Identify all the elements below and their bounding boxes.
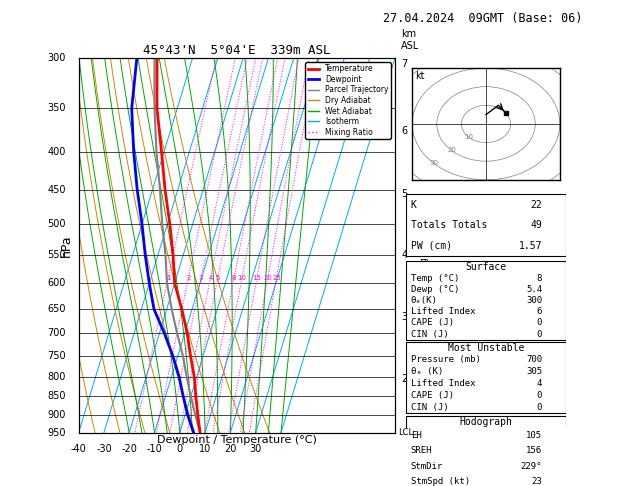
- Text: 0: 0: [537, 330, 542, 339]
- Text: Most Unstable: Most Unstable: [448, 343, 524, 353]
- Text: 20: 20: [264, 275, 272, 281]
- Text: Lifted Index: Lifted Index: [411, 307, 476, 316]
- Text: CAPE (J): CAPE (J): [411, 318, 454, 328]
- Text: 350: 350: [47, 104, 66, 113]
- Text: 0: 0: [537, 403, 542, 412]
- Text: 2: 2: [186, 275, 191, 281]
- Text: 8: 8: [537, 274, 542, 283]
- Text: 10: 10: [238, 275, 247, 281]
- Bar: [406, 416, 566, 486]
- Text: Temp (°C): Temp (°C): [411, 274, 459, 283]
- Text: Surface: Surface: [465, 262, 506, 272]
- Text: 229°: 229°: [521, 462, 542, 471]
- Text: 1: 1: [166, 275, 170, 281]
- Text: 10: 10: [199, 444, 211, 454]
- Text: 23: 23: [532, 477, 542, 486]
- Text: 6: 6: [401, 126, 408, 136]
- Bar: [406, 342, 566, 414]
- Text: 900: 900: [48, 410, 66, 420]
- Text: 1.57: 1.57: [518, 241, 542, 251]
- Text: SREH: SREH: [411, 447, 432, 455]
- Text: 450: 450: [47, 185, 66, 195]
- Text: 500: 500: [47, 219, 66, 229]
- Text: EH: EH: [411, 431, 421, 440]
- Text: -40: -40: [70, 444, 87, 454]
- Text: K: K: [411, 200, 416, 209]
- Text: 3: 3: [401, 312, 408, 322]
- Text: 7: 7: [401, 59, 408, 69]
- Bar: [406, 194, 566, 256]
- Text: θₑ(K): θₑ(K): [411, 296, 438, 305]
- Text: 3: 3: [199, 275, 203, 281]
- Text: 4: 4: [537, 379, 542, 388]
- Text: 700: 700: [47, 329, 66, 338]
- Text: PW (cm): PW (cm): [411, 241, 452, 251]
- Text: CIN (J): CIN (J): [411, 403, 448, 412]
- Text: 950: 950: [47, 428, 66, 437]
- Text: Hodograph: Hodograph: [460, 417, 513, 427]
- Text: 700: 700: [526, 355, 542, 364]
- Text: 5.4: 5.4: [526, 285, 542, 294]
- Text: 105: 105: [526, 431, 542, 440]
- Text: 800: 800: [48, 372, 66, 382]
- Text: 27.04.2024  09GMT (Base: 06): 27.04.2024 09GMT (Base: 06): [383, 12, 582, 25]
- Text: 5: 5: [401, 189, 408, 199]
- Text: 10: 10: [464, 134, 473, 140]
- Text: Dewp (°C): Dewp (°C): [411, 285, 459, 294]
- Text: 20: 20: [447, 147, 456, 153]
- Text: 22: 22: [530, 200, 542, 209]
- Text: 300: 300: [526, 296, 542, 305]
- Text: 156: 156: [526, 447, 542, 455]
- Text: -10: -10: [147, 444, 162, 454]
- Text: 400: 400: [48, 147, 66, 156]
- Text: 4: 4: [401, 250, 408, 260]
- Text: -20: -20: [121, 444, 137, 454]
- Text: 5: 5: [216, 275, 220, 281]
- Text: 750: 750: [47, 351, 66, 361]
- Text: 650: 650: [47, 304, 66, 314]
- Text: StmSpd (kt): StmSpd (kt): [411, 477, 470, 486]
- X-axis label: Dewpoint / Temperature (°C): Dewpoint / Temperature (°C): [157, 435, 316, 445]
- Text: Lifted Index: Lifted Index: [411, 379, 476, 388]
- Text: 6: 6: [537, 307, 542, 316]
- Text: Totals Totals: Totals Totals: [411, 220, 487, 230]
- Text: 0: 0: [537, 318, 542, 328]
- Text: 2: 2: [401, 374, 408, 384]
- Text: 0: 0: [177, 444, 183, 454]
- Text: 20: 20: [224, 444, 237, 454]
- Text: km
ASL: km ASL: [401, 29, 420, 51]
- Text: 600: 600: [48, 278, 66, 288]
- Text: 300: 300: [48, 53, 66, 63]
- Text: 305: 305: [526, 367, 542, 376]
- Bar: [406, 261, 566, 340]
- Text: θₑ (K): θₑ (K): [411, 367, 443, 376]
- Y-axis label: hPa: hPa: [60, 234, 73, 257]
- Legend: Temperature, Dewpoint, Parcel Trajectory, Dry Adiabat, Wet Adiabat, Isotherm, Mi: Temperature, Dewpoint, Parcel Trajectory…: [305, 62, 391, 139]
- Text: StmDir: StmDir: [411, 462, 443, 471]
- Text: -30: -30: [96, 444, 112, 454]
- Text: Pressure (mb): Pressure (mb): [411, 355, 481, 364]
- Text: 550: 550: [47, 250, 66, 260]
- Title: 45°43'N  5°04'E  339m ASL: 45°43'N 5°04'E 339m ASL: [143, 44, 330, 57]
- Text: 30: 30: [430, 160, 439, 166]
- Text: CIN (J): CIN (J): [411, 330, 448, 339]
- Text: 15: 15: [252, 275, 261, 281]
- Text: 30: 30: [250, 444, 262, 454]
- Text: Mixing Ratio (g/kg): Mixing Ratio (g/kg): [420, 206, 429, 285]
- Text: 850: 850: [47, 391, 66, 401]
- Text: LCL: LCL: [398, 428, 413, 437]
- Text: kt: kt: [415, 71, 425, 81]
- Text: 25: 25: [272, 275, 281, 281]
- Text: 49: 49: [530, 220, 542, 230]
- Text: 4: 4: [208, 275, 213, 281]
- Text: 0: 0: [537, 391, 542, 400]
- Text: 8: 8: [232, 275, 237, 281]
- Text: CAPE (J): CAPE (J): [411, 391, 454, 400]
